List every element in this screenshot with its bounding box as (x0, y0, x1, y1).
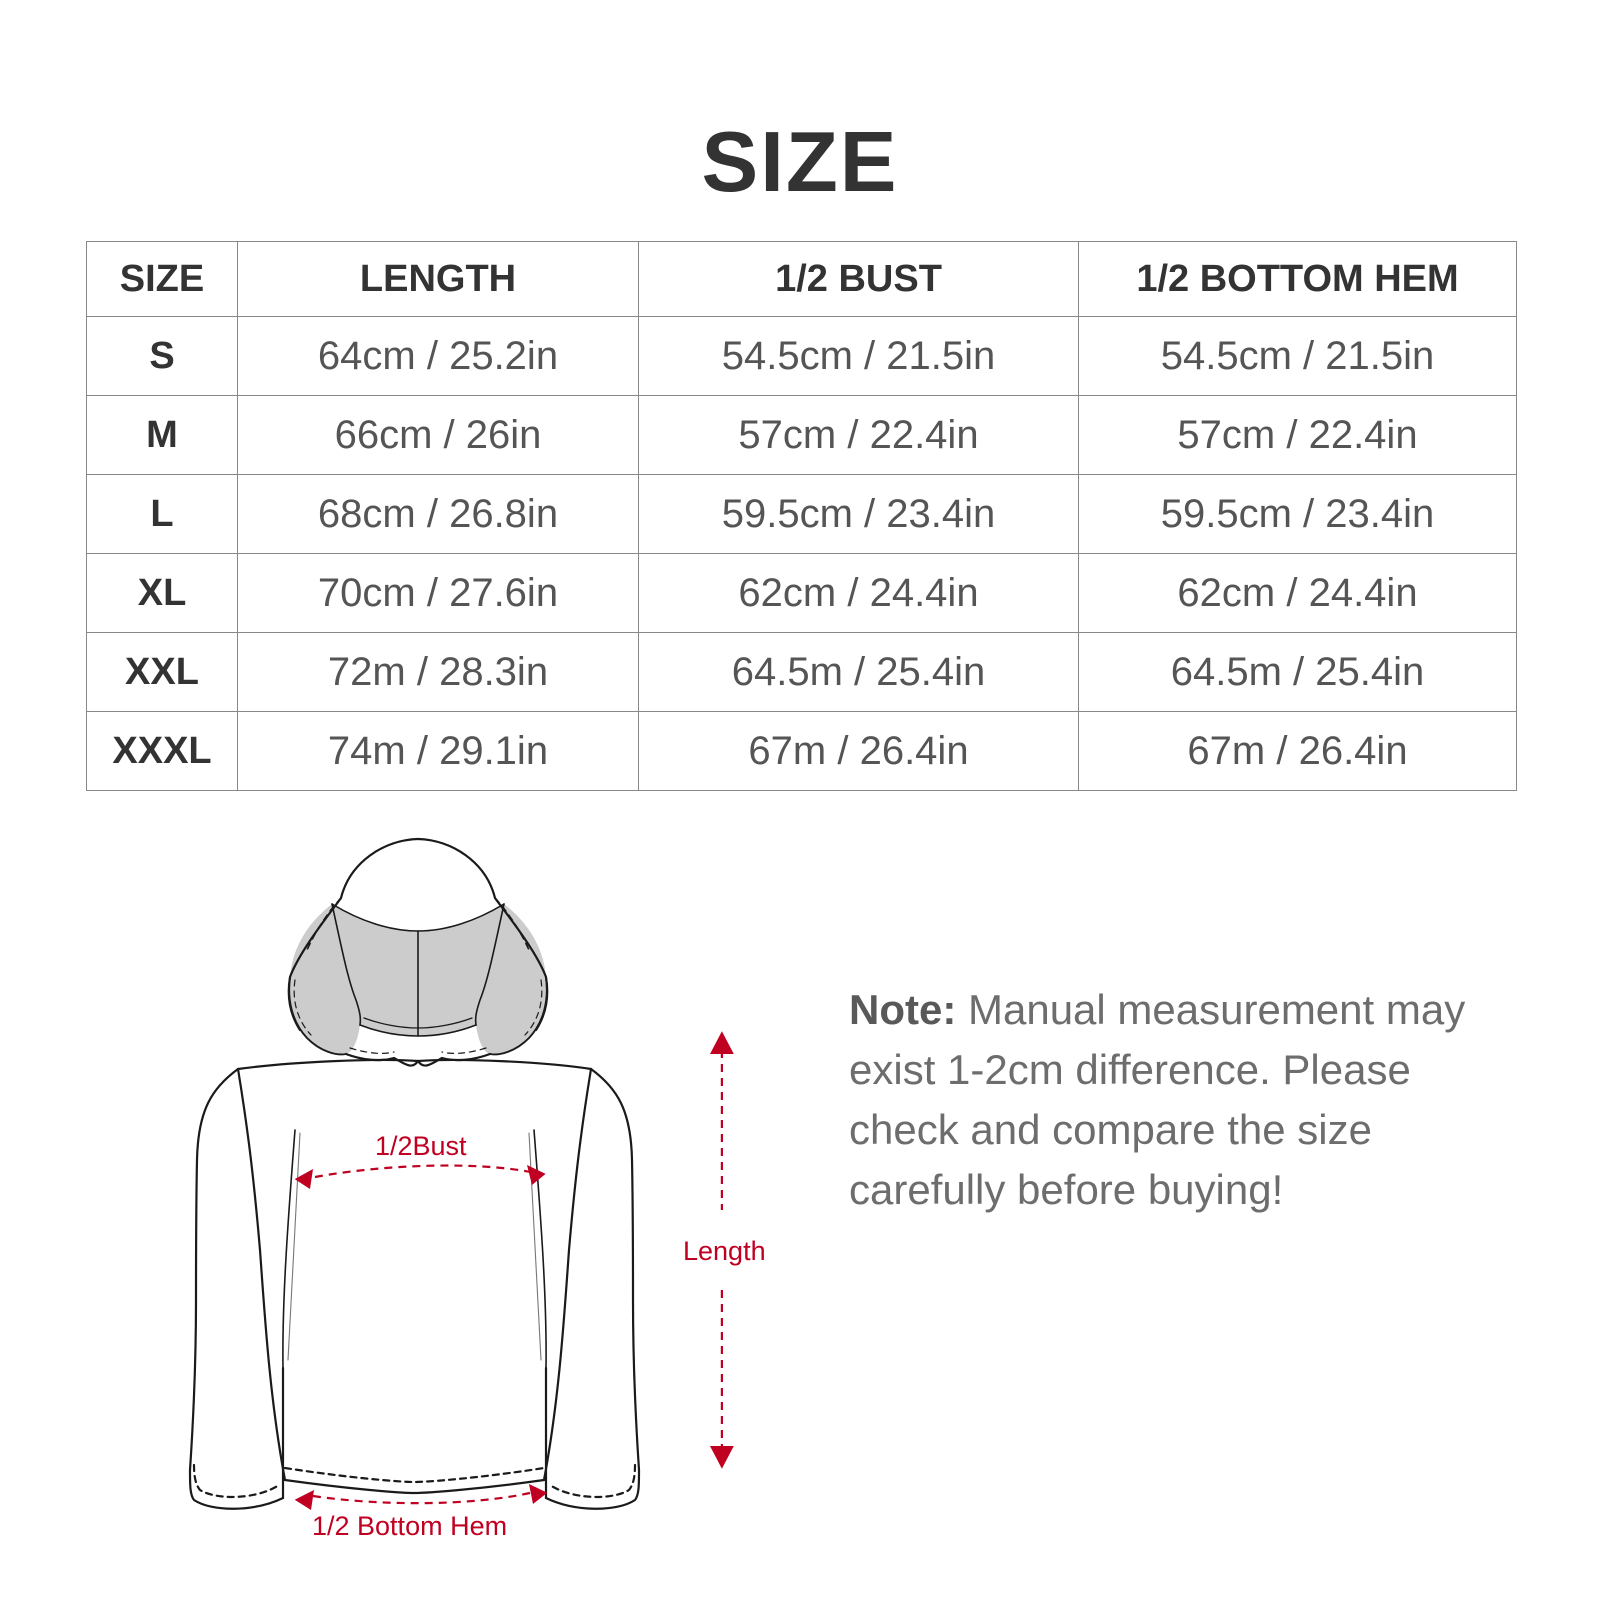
svg-text:1/2 Bottom Hem: 1/2 Bottom Hem (312, 1511, 507, 1541)
svg-text:1/2Bust: 1/2Bust (375, 1131, 467, 1161)
svg-text:Length: Length (683, 1236, 766, 1266)
